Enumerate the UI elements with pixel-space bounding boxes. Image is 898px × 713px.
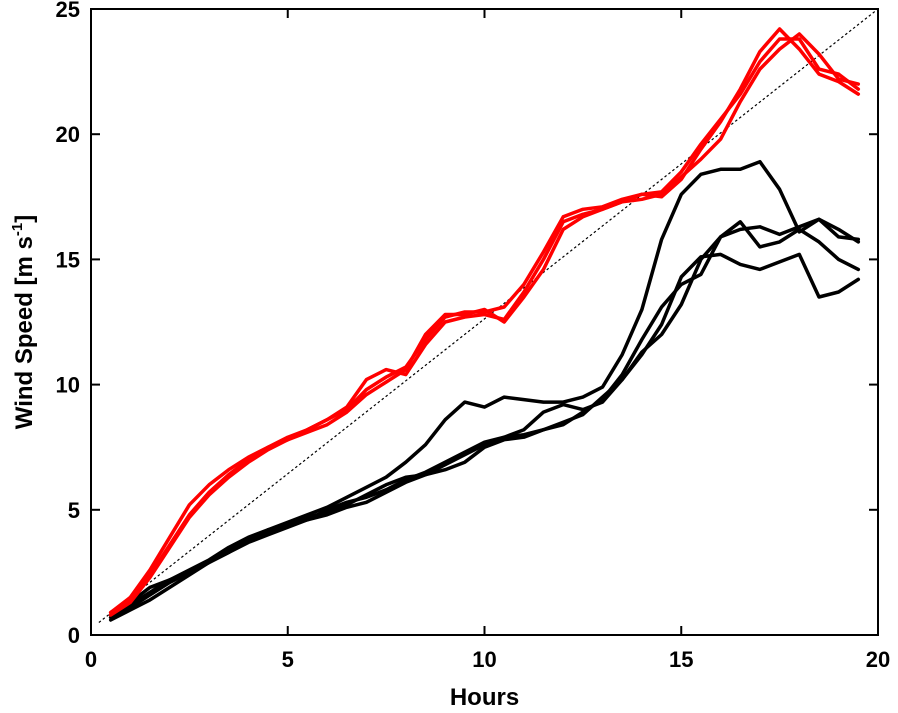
y-axis-title: Wind Speed [m s-1]	[9, 215, 38, 429]
y-axis-title-main: Wind Speed [m s	[11, 236, 38, 429]
x-axis-title: Hours	[450, 684, 519, 711]
series-line-2-red	[108, 27, 861, 617]
x-tick-label: 5	[282, 647, 294, 672]
y-tick-label: 25	[56, 0, 80, 22]
series-layer	[108, 27, 861, 622]
y-axis-title-superscript: -1	[9, 223, 26, 236]
x-tick-label: 0	[85, 647, 97, 672]
tick-layer: 0 5 10 15 20 0 5 10 15 20 25	[56, 0, 891, 672]
y-tick-label: 5	[68, 498, 80, 523]
series-line-3-red	[108, 32, 861, 615]
x-tick-label: 20	[866, 647, 890, 672]
y-axis-title-close: ]	[11, 215, 38, 223]
y-tick-label: 15	[56, 247, 80, 272]
series-line-6-black	[108, 252, 861, 620]
y-tick-label: 0	[68, 623, 80, 648]
x-tick-label: 10	[472, 647, 496, 672]
x-tick-label: 15	[669, 647, 693, 672]
plot-area	[91, 9, 878, 635]
y-tick-label: 20	[56, 122, 80, 147]
series-line-7-black	[108, 220, 861, 622]
series-line-5-black	[108, 217, 861, 617]
y-tick-label: 10	[56, 373, 80, 398]
